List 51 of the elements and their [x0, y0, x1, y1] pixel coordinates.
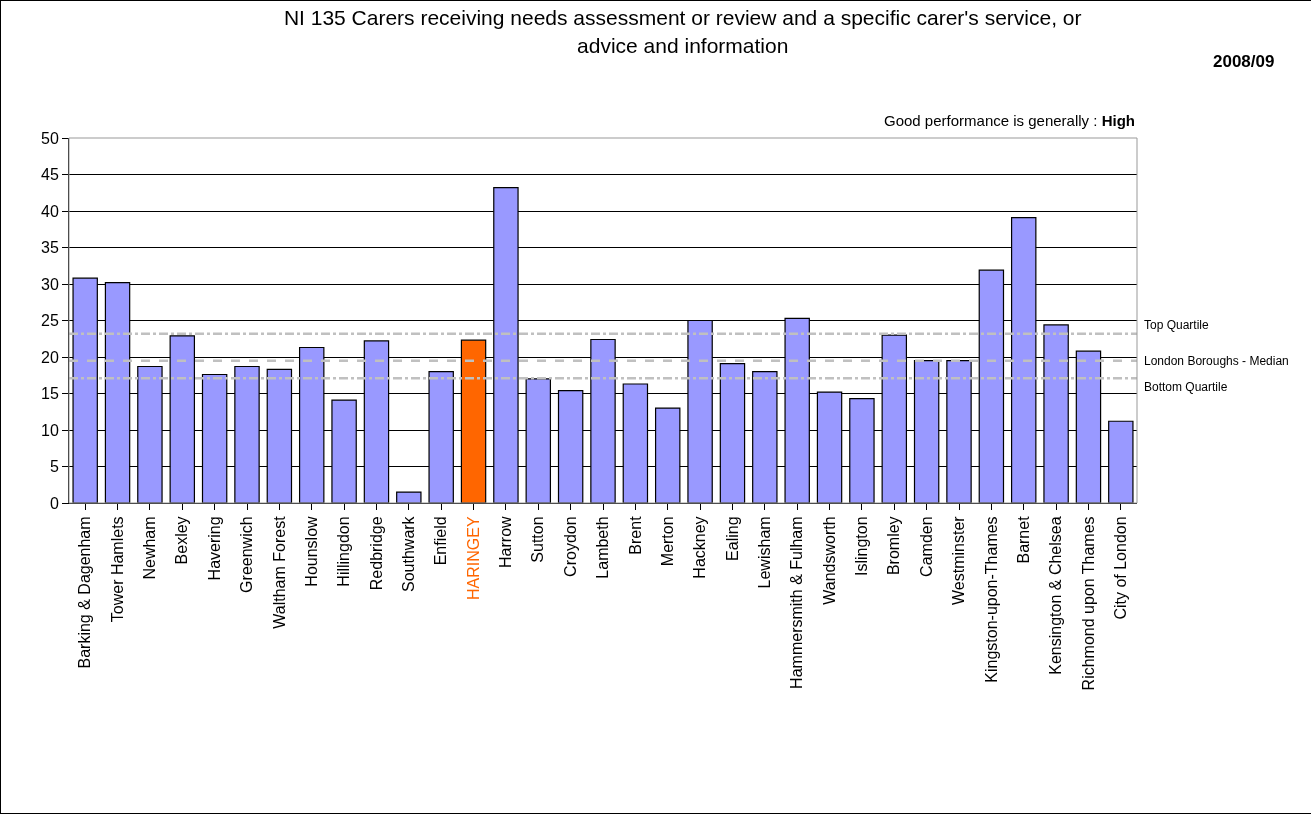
x-tick-label: Richmond upon Thames: [1079, 516, 1097, 691]
x-tick-label: Merton: [658, 516, 676, 567]
x-tick-label: Bexley: [173, 516, 191, 565]
x-tick-label: Lambeth: [594, 516, 612, 579]
x-tick-label: Barnet: [1014, 515, 1032, 564]
x-tick-label: City of London: [1112, 516, 1130, 620]
ref-line-label: London Boroughs - Median: [1144, 354, 1289, 368]
x-tick-label: Hillingdon: [335, 516, 353, 587]
x-tick-label: Tower Hamlets: [108, 516, 126, 623]
x-tick-label: Barking & Dagenham: [76, 516, 94, 669]
y-tick-label: 35: [41, 239, 59, 257]
y-tick-label: 0: [49, 494, 59, 512]
y-tick-label: 50: [41, 129, 59, 147]
chart-title: NI 135 Carers receiving needs assessment or review and a specific carer's service, or advice and information: [283, 6, 1082, 57]
y-tick-label: 20: [41, 348, 59, 366]
x-tick-label: Croydon: [561, 516, 579, 577]
x-tick-label: Ealing: [723, 516, 741, 561]
x-tick-label: Hammersmith & Fulham: [788, 516, 806, 689]
y-tick-label: 40: [41, 202, 59, 220]
x-tick-label: Harrow: [497, 515, 515, 568]
ref-line-label: Bottom Quartile: [1144, 380, 1228, 394]
text: Good performance is generally : High: [884, 112, 1135, 129]
ref-line-label: Top Quartile: [1144, 318, 1210, 332]
x-tick-label: Hackney: [691, 516, 709, 579]
x-tick-label: Westminster: [950, 515, 968, 606]
x-tick-label: Lewisham: [756, 516, 774, 589]
bar: [396, 491, 422, 503]
x-tick-label: Kingston-upon-Thames: [982, 516, 1000, 683]
x-tick-label: Camden: [917, 516, 935, 577]
x-tick-label: Hounslow: [302, 515, 320, 587]
x-tick-label: Sutton: [529, 516, 547, 563]
x-tick-label: Kensington & Chelsea: [1047, 516, 1065, 675]
x-tick-label: Waltham Forest: [270, 515, 288, 629]
y-tick-label: 45: [41, 166, 59, 184]
x-tick-label: Enfield: [432, 516, 450, 566]
x-tick-label: HARINGEY: [464, 516, 482, 600]
x-tick-label: Havering: [205, 516, 223, 581]
y-tick-label: 25: [41, 312, 59, 330]
x-tick-label: Greenwich: [238, 516, 256, 593]
y-tick-label: 5: [49, 458, 59, 476]
y-tick-label: 10: [41, 421, 59, 439]
text: 2008/09: [1213, 52, 1275, 71]
x-tick-label: Brent: [626, 515, 644, 555]
x-tick-label: Bromley: [885, 516, 903, 576]
x-tick-label: Wandsworth: [820, 516, 838, 605]
x-tick-label: Islington: [853, 516, 871, 576]
y-tick-label: 15: [41, 385, 59, 403]
x-tick-label: Redbridge: [367, 516, 385, 591]
x-tick-label: Southwark: [400, 515, 418, 592]
x-tick-label: Newham: [141, 516, 159, 580]
y-tick-label: 30: [41, 275, 59, 293]
